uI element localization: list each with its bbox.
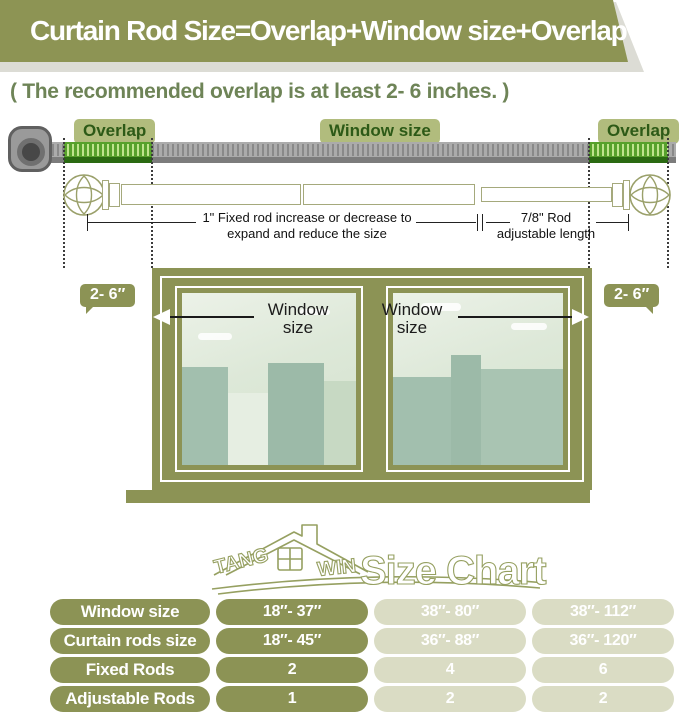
table-cell: 38″- 80″ — [374, 599, 526, 625]
dim-line-1 — [88, 222, 196, 223]
roof-outline-icon — [213, 524, 369, 576]
window-inner-trim — [160, 276, 584, 482]
logo-arc-icon — [211, 575, 547, 590]
title-banner — [0, 0, 628, 62]
table-cell: 2 — [216, 657, 368, 683]
skyline-shape — [228, 393, 268, 465]
brand-text-left: TANG — [212, 544, 271, 579]
cloud-icon — [421, 303, 461, 311]
rod-segment-3-thin — [481, 187, 612, 202]
tape-edge — [44, 157, 676, 163]
measuring-tape-icon — [44, 142, 676, 163]
guide-line-outer-left — [63, 138, 65, 268]
roof-inner-line-icon — [225, 539, 361, 576]
row-header: Curtain rods size — [50, 628, 210, 654]
rod-collar-right-2 — [612, 183, 623, 207]
tape-reel-hub — [17, 138, 45, 166]
table-cell: 18″- 45″ — [216, 628, 368, 654]
skyline-shape — [481, 369, 563, 465]
cloud-icon — [300, 309, 330, 315]
recommendation-note: ( The recommended overlap is at least 2-… — [10, 80, 510, 103]
pane-left-label: Window size — [267, 300, 329, 338]
tape-overlap-right-segment — [589, 142, 668, 163]
row-header: Adjustable Rods — [50, 686, 210, 712]
measure-line-right — [458, 316, 572, 318]
overlap-left-callout: Overlap — [74, 119, 156, 152]
brand-logo: TANG WIN Size Chart — [211, 524, 548, 595]
dim-line-2 — [416, 222, 476, 223]
dim-line-4 — [596, 222, 628, 223]
brand-text-right: WIN — [316, 555, 357, 581]
skyline-shape — [268, 363, 324, 465]
dim-tick-left — [87, 214, 88, 231]
window-pane-right — [386, 286, 570, 472]
row-header: Window size — [50, 599, 210, 625]
arrow-right-icon — [572, 309, 589, 325]
skyline-shape — [393, 377, 451, 465]
page-title: Curtain Rod Size=Overlap+Window size+Ove… — [30, 15, 628, 46]
window-sill — [126, 490, 590, 503]
row-header: Fixed Rods — [50, 657, 210, 683]
window-pane-left — [175, 286, 363, 472]
table-cell: 2 — [532, 686, 674, 712]
adjustable-rod-note: 7/8" Rod adjustable length — [496, 210, 596, 242]
rod-segment-1 — [121, 184, 301, 205]
logo-arc-inner-icon — [217, 581, 541, 595]
table-cell: 18″- 37″ — [216, 599, 368, 625]
size-chart-table: Window size 18″- 37″ 38″- 80″ 38″- 112″ … — [50, 599, 674, 712]
gap-badge-left: 2- 6″ — [80, 284, 136, 314]
glass-right — [393, 293, 563, 465]
rod-collar-left — [102, 180, 109, 210]
rod-segment-2 — [303, 184, 475, 205]
table-cell: 36″- 120″ — [532, 628, 674, 654]
skyline-shape — [324, 381, 356, 465]
measure-line-left — [170, 316, 254, 318]
dim-line-3 — [486, 222, 510, 223]
table-cell: 1 — [216, 686, 368, 712]
table-cell: 2 — [374, 686, 526, 712]
cloud-icon — [198, 333, 232, 340]
dim-tick-right — [628, 214, 629, 231]
tape-tick-marks — [44, 144, 676, 156]
tape-overlap-left-segment — [64, 142, 152, 163]
glass-left — [182, 293, 356, 465]
arrow-left-icon — [153, 309, 170, 325]
finial-right-icon — [629, 174, 671, 216]
cloud-icon — [511, 323, 547, 330]
dim-tick-mid-1 — [477, 214, 478, 231]
skyline-shape — [182, 367, 228, 465]
guide-line-inner-right — [588, 138, 590, 268]
fixed-rod-note: 1" Fixed rod increase or decrease to exp… — [202, 210, 412, 242]
pane-right-label: Window size — [381, 300, 443, 338]
gap-badge-right: 2- 6″ — [604, 284, 660, 314]
table-cell: 6 — [532, 657, 674, 683]
overlap-right-callout: Overlap — [598, 119, 679, 152]
rod-collar-left-2 — [109, 183, 120, 207]
skyline-shape — [451, 355, 481, 465]
finial-left-icon — [63, 174, 105, 216]
table-cell: 4 — [374, 657, 526, 683]
table-cell: 36″- 88″ — [374, 628, 526, 654]
window-size-callout: Window size — [320, 119, 440, 152]
table-cell: 38″- 112″ — [532, 599, 674, 625]
dim-tick-mid-2 — [482, 214, 483, 231]
size-chart-title: Size Chart — [360, 549, 546, 593]
